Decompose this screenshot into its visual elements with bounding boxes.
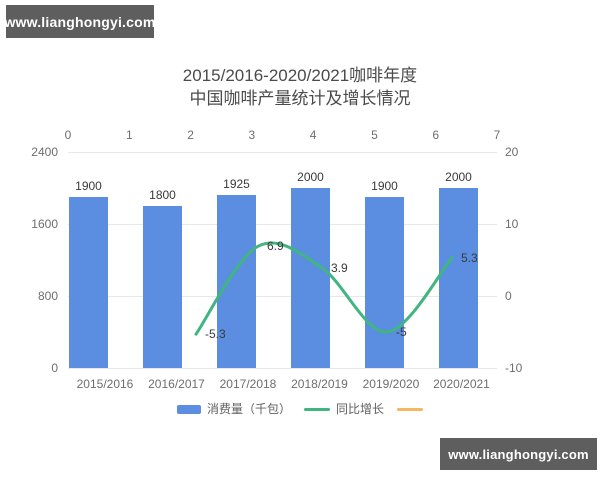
line-point-label: 5.3 xyxy=(461,250,478,265)
chart-title-line-1: 2015/2016-2020/2021咖啡年度 xyxy=(182,66,418,85)
grid-line xyxy=(68,152,497,153)
left-axis-tick-label: 800 xyxy=(37,289,58,303)
top-axis-tick-label: 5 xyxy=(371,128,378,142)
top-axis-tick-label: 6 xyxy=(432,128,440,142)
bar-2020-2021[interactable] xyxy=(439,188,478,368)
line-legend-swatch xyxy=(397,407,424,411)
left-axis-tick-label: 2400 xyxy=(31,145,58,159)
bar-2015-2016[interactable] xyxy=(69,197,108,368)
watermark-badge-bottom-right: www.lianghongyi.com xyxy=(440,438,597,470)
bar-value-label: 2000 xyxy=(445,170,472,184)
left-axis-tick-label: 0 xyxy=(51,361,58,375)
top-axis-tick-label: 7 xyxy=(493,128,501,142)
grid-line xyxy=(68,368,497,369)
bar-value-label: 1800 xyxy=(149,188,176,202)
left-axis-tick-label: 1600 xyxy=(31,217,58,231)
chart-title-line-2: 中国咖啡产量统计及增长情况 xyxy=(189,89,411,108)
right-axis-tick-label: -10 xyxy=(505,361,523,375)
bar-value-label: 1900 xyxy=(75,179,102,193)
category-label: 2018/2019 xyxy=(291,377,348,391)
line-point-label: -5.3 xyxy=(205,327,226,342)
line-legend-swatch xyxy=(304,407,330,411)
category-label: 2017/2018 xyxy=(219,377,277,391)
top-axis-tick-label: 0 xyxy=(64,128,72,142)
grid-line xyxy=(68,224,497,225)
top-axis-tick-label: 2 xyxy=(187,128,194,142)
right-axis-tick-label: 0 xyxy=(505,289,512,303)
top-axis-tick-label: 1 xyxy=(125,128,133,142)
grid-line xyxy=(68,296,497,297)
bar-legend-swatch xyxy=(176,404,201,414)
bar-2018-2019[interactable] xyxy=(291,188,330,368)
chart-title: 2015/2016-2020/2021咖啡年度 中国咖啡产量统计及增长情况 xyxy=(0,64,600,110)
bar-value-label: 1900 xyxy=(371,179,398,193)
category-label: 2016/2017 xyxy=(148,377,205,391)
line-point-label: 6.9 xyxy=(267,239,284,254)
growth-line[interactable] xyxy=(194,241,454,336)
bar-2019-2020[interactable] xyxy=(365,197,404,368)
legend-item-同比增长[interactable]: 同比增长 xyxy=(304,402,384,416)
legend-item-series-2[interactable] xyxy=(397,407,424,411)
top-axis-tick-label: 4 xyxy=(309,128,317,142)
right-axis-tick-label: 20 xyxy=(505,145,519,159)
line-point-label: -5 xyxy=(396,325,407,339)
bar-2016-2017[interactable] xyxy=(143,206,182,368)
bar-value-label: 1925 xyxy=(223,176,250,191)
category-label: 2020/2021 xyxy=(433,377,490,391)
bar-2017-2018[interactable] xyxy=(217,194,256,368)
category-label: 2019/2020 xyxy=(362,377,420,391)
legend-label: 同比增长 xyxy=(336,402,385,416)
right-axis-tick-label: 10 xyxy=(505,217,519,231)
watermark-badge-top-left: www.lianghongyi.com xyxy=(4,5,155,38)
legend-label: 消费量（千包） xyxy=(206,402,291,416)
legend-item-消费量（千包）[interactable]: 消费量（千包） xyxy=(176,402,291,416)
line-point-label: 3.9 xyxy=(331,260,348,275)
top-axis-tick-label: 3 xyxy=(248,128,256,142)
category-label: 2015/2016 xyxy=(76,377,134,391)
bar-value-label: 2000 xyxy=(297,170,324,184)
chart-legend: 消费量（千包） 同比增长 xyxy=(0,399,600,419)
